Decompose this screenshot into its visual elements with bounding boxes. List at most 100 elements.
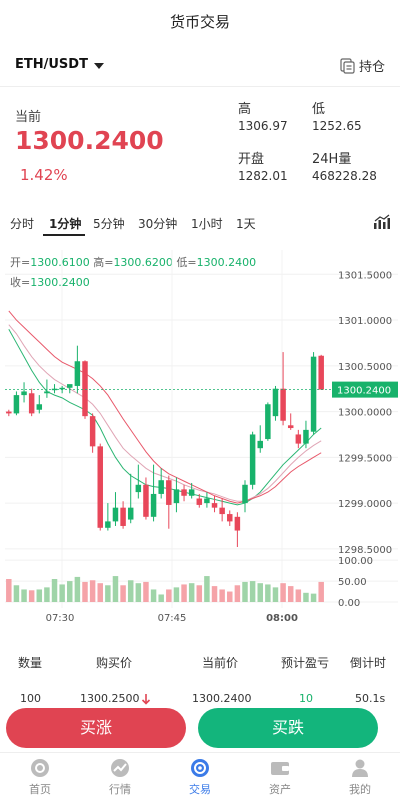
candle — [219, 507, 225, 515]
volume-value: 468228.28 — [312, 169, 377, 183]
price-axis-label: 1301.5000 — [338, 270, 392, 281]
volume-bar — [6, 579, 12, 602]
ohlc-close-readout: 收=1300.2400 — [10, 274, 90, 290]
volume-bar — [120, 585, 126, 602]
volume-bar — [127, 580, 134, 602]
candle — [249, 434, 256, 485]
ohlc-close-label: 收= — [10, 276, 31, 289]
volume-bar — [249, 581, 256, 602]
volume-bar — [310, 593, 317, 602]
candle — [196, 498, 203, 505]
open-label: 开盘 — [238, 152, 265, 167]
current-price-tag — [332, 381, 398, 398]
price-axis-label: 1301.0000 — [338, 316, 392, 327]
nav-trade-label: 交易 — [189, 783, 211, 796]
orders-table-header: 数量 购买价 当前价 预计盈亏 倒计时 — [0, 648, 400, 674]
nav-market[interactable]: 行情 — [90, 757, 150, 797]
volume-bar — [265, 584, 271, 602]
chevron-down-icon[interactable] — [94, 63, 104, 69]
nav-profile[interactable]: 我的 — [330, 757, 390, 797]
pair-selector[interactable]: ETH/USDT — [15, 57, 88, 72]
nav-home-label: 首页 — [29, 783, 51, 796]
time-axis-label: 08:00 — [266, 613, 298, 624]
col-buy-price: 购买价 — [96, 656, 133, 670]
candle — [173, 489, 180, 504]
volume-bar — [89, 580, 96, 602]
volume-axis-label: 50.00 — [338, 577, 367, 588]
candle — [166, 480, 172, 505]
tab-1day[interactable]: 1天 — [236, 217, 256, 231]
volume-bar — [242, 581, 248, 602]
volume-bar — [74, 576, 81, 602]
ohlc-open-label: 开= — [10, 256, 31, 269]
volume-bar — [97, 583, 103, 602]
volume-axis-label: 100.00 — [338, 556, 373, 567]
candle — [82, 361, 88, 417]
candle — [272, 388, 279, 417]
volume-bar — [188, 583, 195, 602]
candle — [127, 507, 134, 520]
ohlc-readout: 开=1300.6100 高=1300.6200 低=1300.2400 — [10, 254, 256, 270]
volume-bar — [67, 581, 73, 602]
current-label: 当前 — [15, 110, 42, 125]
volume-bar — [105, 585, 111, 602]
tab-5min[interactable]: 5分钟 — [93, 217, 125, 231]
holdings-icon — [340, 57, 355, 74]
moving-average-line — [8, 324, 322, 502]
volume-bar — [181, 584, 187, 602]
row-current-price: 1300.2400 — [192, 692, 252, 705]
buy-up-button[interactable]: 买涨 — [6, 708, 186, 748]
tab-1min[interactable]: 1分钟 — [49, 217, 82, 231]
candle — [143, 484, 149, 517]
candle — [59, 387, 65, 390]
volume-bar — [173, 587, 180, 602]
tab-30min[interactable]: 30分钟 — [138, 217, 178, 231]
col-countdown: 倒计时 — [350, 656, 387, 670]
nav-home[interactable]: 首页 — [10, 757, 70, 797]
volume-bar — [112, 576, 119, 602]
volume-bar — [196, 585, 203, 602]
volume-bar — [143, 581, 149, 602]
home-icon — [31, 759, 49, 777]
col-pl: 预计盈亏 — [281, 656, 330, 670]
candlestick-chart[interactable]: 1301.5000 1301.0000 1300.5000 1300.0000 1299… — [0, 240, 400, 630]
volume-bar — [158, 594, 164, 602]
table-row[interactable]: 100 1300.2500 1300.2400 10 50.1s — [0, 688, 400, 710]
price-axis-label: 1300.5000 — [338, 362, 392, 373]
profile-icon — [352, 759, 368, 777]
price-change: 1.42% — [20, 166, 68, 184]
volume-bar — [211, 586, 218, 602]
low-value: 1252.65 — [312, 119, 362, 133]
ohlc-low-label: 低= — [176, 256, 197, 269]
candle — [36, 404, 43, 410]
volume-bar — [295, 589, 302, 602]
chart-settings-icon[interactable] — [373, 214, 393, 230]
tab-1hour[interactable]: 1小时 — [191, 217, 223, 231]
volume-label: 24H量 — [312, 152, 352, 167]
market-icon — [111, 759, 129, 777]
price-axis-label: 1299.0000 — [338, 499, 392, 510]
candle — [257, 440, 263, 449]
volume-axis-label: 0.00 — [338, 598, 360, 609]
candle — [13, 395, 20, 414]
time-axis-label: 07:45 — [158, 613, 187, 624]
volume-bar — [318, 581, 324, 602]
volume-bar — [272, 587, 279, 602]
col-current-price: 当前价 — [202, 656, 239, 670]
holdings-button[interactable]: 持仓 — [339, 56, 385, 75]
tab-fenshi[interactable]: 分时 — [10, 217, 35, 231]
current-price-tag-text: 1300.2400 — [337, 386, 391, 397]
candle — [89, 416, 96, 447]
nav-trade[interactable]: 交易 — [170, 757, 230, 797]
volume-bar — [280, 583, 286, 602]
col-qty: 数量 — [18, 656, 43, 670]
candle — [6, 411, 12, 414]
volume-bar — [219, 589, 225, 602]
candle — [287, 425, 294, 429]
buy-down-button[interactable]: 买跌 — [198, 708, 378, 748]
candle — [28, 393, 35, 414]
volume-bar — [135, 583, 142, 602]
nav-assets-label: 资产 — [269, 783, 291, 796]
nav-assets[interactable]: 资产 — [250, 757, 310, 797]
high-label: 高 — [238, 102, 252, 117]
